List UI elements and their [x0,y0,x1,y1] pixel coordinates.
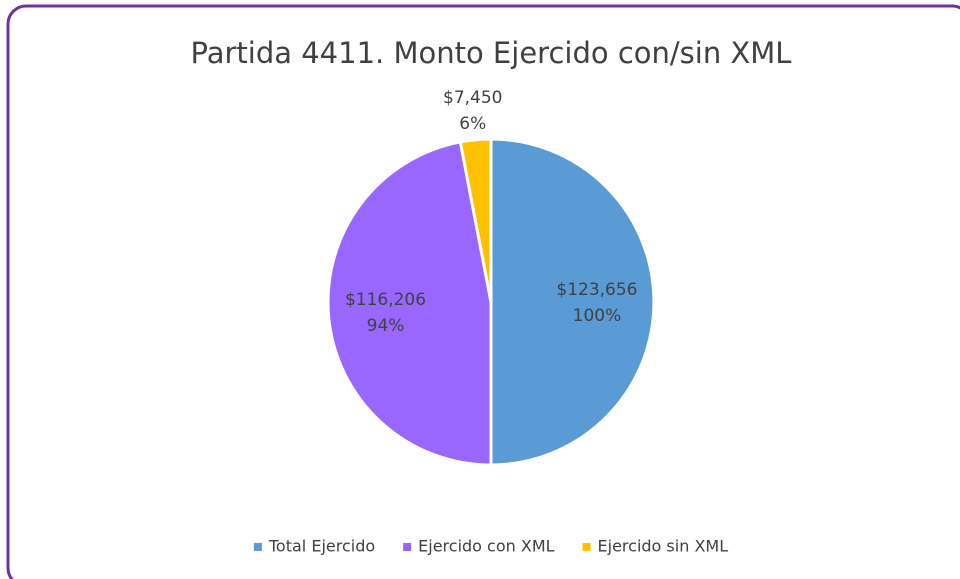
data-label-percent: 100% [573,306,622,326]
chart-title: Partida 4411. Monto Ejercido con/sin XML [191,36,792,70]
data-label-percent: 6% [459,114,486,134]
legend-label: Ejercido sin XML [598,537,729,556]
legend-swatch [253,543,262,551]
data-label-percent: 94% [367,316,405,336]
pie-slice [326,140,493,467]
data-label: $116,206 [345,290,426,310]
legend-label: Total Ejercido [268,537,375,556]
pie-slice [489,137,656,467]
data-label: $123,656 [556,280,637,300]
legend: Total Ejercido Ejercido con XML Ejercido s… [253,537,729,556]
pie-slice [458,137,493,303]
legend-swatch [582,543,591,551]
data-label: $7,450 [443,88,502,108]
legend-swatch [403,543,412,551]
legend-label: Ejercido con XML [418,537,554,556]
